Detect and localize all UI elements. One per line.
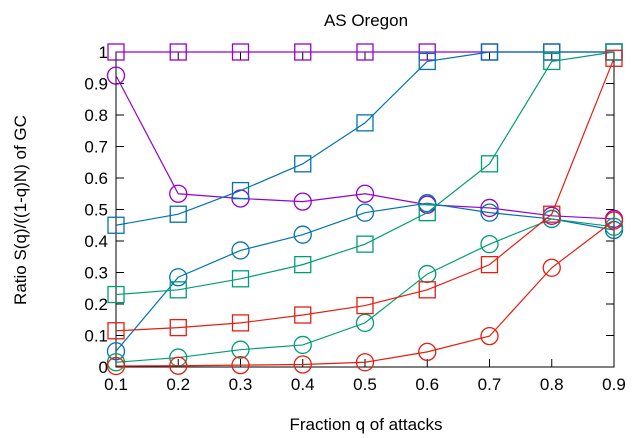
data-point-square [418,281,436,299]
data-point-square [294,43,312,61]
data-point-circle [231,241,250,260]
data-point-circle [169,184,188,203]
data-point-square [294,306,312,324]
data-point-square [418,203,436,222]
data-point-circle [418,342,437,362]
data-point-square [543,43,561,61]
data-point-circle [106,342,126,361]
y-tick-label: 0.3 [84,264,108,283]
x-tick-label: 0.1 [104,375,128,394]
x-tick-label: 0.6 [415,375,439,394]
data-point-circle [604,211,624,230]
series-4 [106,194,624,361]
data-point-square [169,205,187,223]
data-point-square [480,255,499,274]
y-tick-label: 0.8 [84,106,108,125]
data-point-circle [480,203,499,222]
data-point-circle [418,194,437,213]
series-line [115,75,615,220]
data-point-square [107,216,125,234]
series-6 [106,209,624,372]
y-tick-label: 0.9 [84,75,108,94]
data-point-circle [106,353,126,372]
series-5 [107,43,623,304]
data-point-square [356,235,374,253]
x-tick-label: 0.5 [353,375,377,394]
data-point-square [480,155,499,173]
data-point-square [107,322,125,340]
data-point-square [294,255,312,274]
y-tick-label: 0.6 [84,169,108,188]
data-point-circle [542,258,561,277]
series-line [115,51,614,226]
y-tick-label: 0.2 [84,295,108,314]
data-point-circle [293,355,312,374]
x-tick-label: 0.9 [602,375,626,394]
y-tick-label: 0.5 [84,201,108,220]
series-line [115,218,615,363]
data-point-square [169,43,187,61]
data-point-square [356,114,374,132]
y-tick-label: 0 [99,358,108,377]
data-point-square [231,181,250,200]
data-point-square [543,52,561,71]
series-7 [107,49,623,340]
data-point-circle [480,198,499,218]
data-point-circle [169,268,188,287]
y-tick-label: 0.4 [84,232,108,251]
series-line [115,51,615,296]
data-point-square [605,49,623,67]
data-point-square [543,205,561,223]
data-point-square [231,270,250,288]
axis-ticks: 00.10.20.30.40.50.60.70.80.910.1 0.2 0.3 0.… [84,43,625,394]
data-point-circle [293,192,312,211]
data-point-circle [293,225,312,244]
x-tick-label: 0.7 [478,375,502,394]
data-point-square [418,43,436,61]
data-point-square [169,318,187,337]
data-point-circle [355,353,375,372]
series-line [115,220,615,367]
x-tick-label: 0.4 [291,375,315,394]
series-line [115,202,615,352]
data-point-square [356,296,374,315]
data-point-square [356,43,374,61]
y-tick-label: 0.7 [84,138,108,157]
data-point-square [107,43,125,61]
data-point-square [294,155,312,173]
y-tick-label: 1 [99,43,108,62]
y-tick-label: 0.1 [84,327,108,346]
data-point-square [231,43,250,61]
x-tick-label: 0.8 [540,375,564,394]
x-tick-label: 0.3 [229,375,253,394]
data-point-circle [231,355,250,375]
data-point-square [480,43,499,61]
data-point-square [418,52,436,71]
data-point-square [231,314,250,332]
data-point-circle [418,264,437,284]
data-point-circle [355,184,375,203]
data-point-circle [355,313,375,333]
series-line [115,58,615,332]
data-point-circle [106,356,126,376]
x-axis-title: Fraction q of attacks [289,415,442,434]
data-point-circle [106,66,126,85]
data-point-circle [480,234,499,254]
y-axis-title: Ratio S(q)/((1-q)N) of GC [11,115,30,305]
data-point-square [107,285,125,304]
x-tick-label: 0.2 [166,375,190,394]
data-point-circle [293,335,312,355]
data-point-circle [231,340,250,359]
data-point-circle [169,356,188,375]
series-2 [106,66,624,229]
chart-title: AS Oregon [324,11,408,30]
series-8 [106,211,624,376]
data-point-square [169,281,187,299]
data-point-circle [480,326,499,346]
series-layer [106,43,624,376]
data-point-circle [355,203,375,222]
